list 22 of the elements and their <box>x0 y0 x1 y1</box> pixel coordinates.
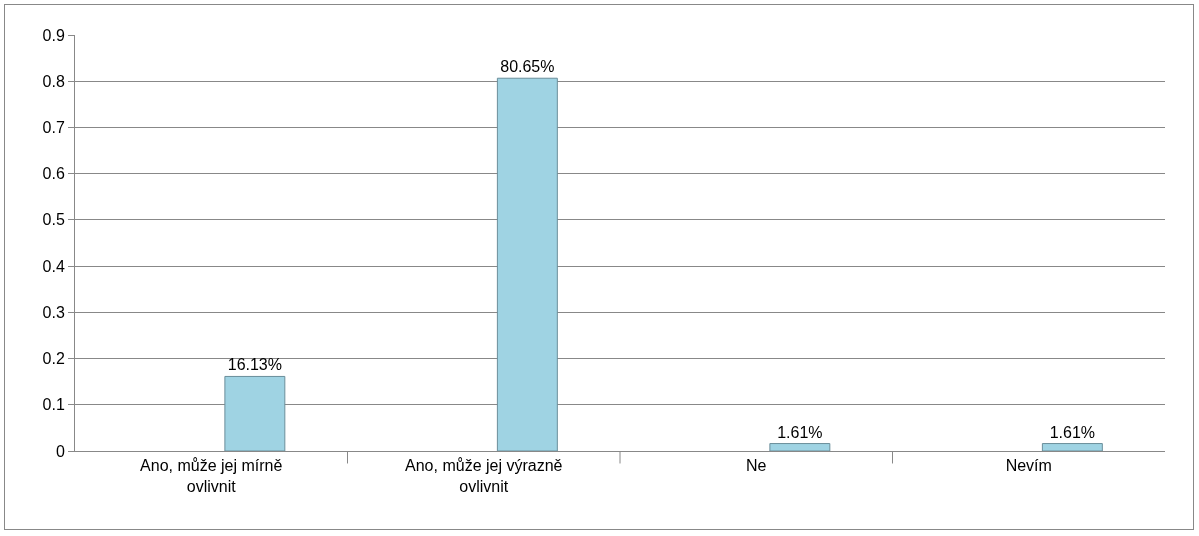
y-tick-label: 0.4 <box>42 257 65 275</box>
y-tick-label: 0.3 <box>42 303 65 321</box>
x-tick-label: Ano, může jej výrazně ovlivnit <box>405 457 563 495</box>
y-tick-label: 0.8 <box>42 72 65 90</box>
y-tick-label: 0.2 <box>42 350 65 368</box>
y-tick-label: 0.6 <box>42 165 65 183</box>
bar <box>1041 443 1103 451</box>
y-tick-label: 0.9 <box>42 26 65 44</box>
y-tick-label: 0.5 <box>42 211 65 229</box>
data-label: 1.61% <box>1049 423 1096 441</box>
bar <box>224 375 286 451</box>
bar <box>496 77 558 451</box>
data-label: 80.65% <box>500 58 555 76</box>
bar <box>769 443 831 451</box>
x-tick-label: Ano, může jej mírně ovlivnit <box>140 457 283 495</box>
data-label: 16.13% <box>227 356 282 374</box>
y-tick-label: 0.1 <box>42 396 65 414</box>
data-label: 1.61% <box>777 423 823 441</box>
y-tick-label: 0 <box>55 442 65 460</box>
y-tick-label: 0.7 <box>42 119 65 137</box>
x-tick-label: Ne <box>746 457 767 475</box>
x-tick-label: Nevím <box>1005 457 1052 475</box>
